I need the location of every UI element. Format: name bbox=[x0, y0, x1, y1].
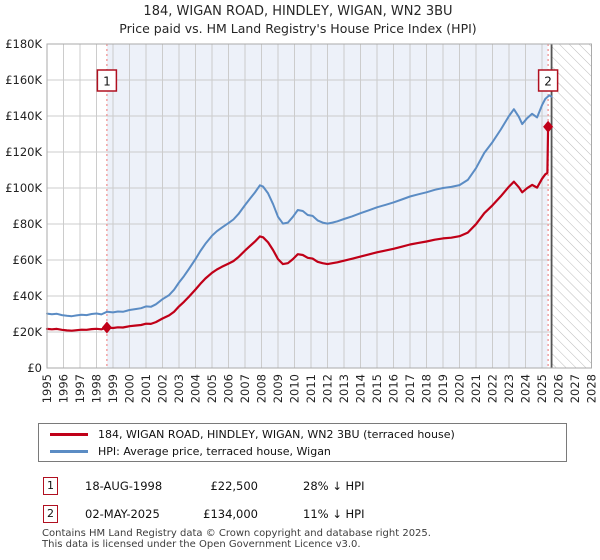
svg-text:2015: 2015 bbox=[370, 374, 384, 403]
svg-text:2016: 2016 bbox=[387, 374, 401, 403]
svg-text:£80K: £80K bbox=[13, 217, 43, 231]
svg-text:2026: 2026 bbox=[552, 374, 566, 403]
svg-text:2004: 2004 bbox=[189, 374, 203, 403]
svg-text:2022: 2022 bbox=[486, 374, 500, 403]
svg-text:£40K: £40K bbox=[13, 289, 43, 303]
price-history-plot: 1 2 £0 £20K £40K £60K £80K £100K £120K £140K £160K… bbox=[5, 37, 599, 403]
property-line-swatch bbox=[50, 433, 88, 436]
svg-text:2011: 2011 bbox=[304, 374, 318, 403]
sale-1-marker-badge: 1 bbox=[43, 477, 58, 495]
svg-text:2008: 2008 bbox=[255, 374, 269, 403]
svg-text:2020: 2020 bbox=[453, 374, 467, 403]
legend-label-property: 184, WIGAN ROAD, HINDLEY, WIGAN, WN2 3BU… bbox=[98, 428, 455, 441]
sale-1-date: 18-AUG-1998 bbox=[85, 479, 163, 493]
svg-text:£60K: £60K bbox=[13, 253, 43, 267]
chart-title: 184, WIGAN ROAD, HINDLEY, WIGAN, WN2 3BU bbox=[143, 4, 453, 19]
sale-2-price: £134,000 bbox=[203, 507, 258, 521]
sale-1-hpi-delta: 28% ↓ HPI bbox=[303, 479, 365, 493]
svg-text:1998: 1998 bbox=[90, 374, 104, 403]
svg-text:£140K: £140K bbox=[5, 109, 42, 123]
svg-text:2002: 2002 bbox=[156, 374, 170, 403]
svg-text:2000: 2000 bbox=[123, 374, 137, 403]
license-line-1: Contains HM Land Registry data © Crown c… bbox=[42, 528, 431, 539]
svg-text:£0: £0 bbox=[27, 361, 42, 375]
svg-text:2027: 2027 bbox=[568, 374, 582, 403]
svg-text:2024: 2024 bbox=[519, 374, 533, 403]
svg-text:£20K: £20K bbox=[13, 325, 43, 339]
svg-text:2003: 2003 bbox=[172, 374, 186, 403]
svg-text:2012: 2012 bbox=[321, 374, 335, 403]
svg-text:2025: 2025 bbox=[535, 374, 549, 403]
license-line-2: This data is licensed under the Open Gov… bbox=[42, 538, 361, 550]
legend-item-property: 184, WIGAN ROAD, HINDLEY, WIGAN, WN2 3BU… bbox=[50, 426, 455, 443]
sale-2-hpi-delta: 11% ↓ HPI bbox=[303, 507, 365, 521]
sale-2-date: 02-MAY-2025 bbox=[85, 507, 160, 521]
svg-text:1999: 1999 bbox=[106, 374, 120, 403]
svg-text:£180K: £180K bbox=[5, 37, 42, 51]
license-footer: Contains HM Land Registry data © Crown c… bbox=[42, 528, 431, 550]
chart-subtitle: Price paid vs. HM Land Registry's House … bbox=[119, 21, 477, 36]
svg-text:2017: 2017 bbox=[403, 374, 417, 403]
legend-label-hpi: HPI: Average price, terraced house, Wiga… bbox=[98, 445, 331, 458]
sale-1-price: £22,500 bbox=[210, 479, 258, 493]
svg-text:2009: 2009 bbox=[271, 374, 285, 403]
svg-text:2014: 2014 bbox=[354, 374, 368, 403]
svg-text:2: 2 bbox=[544, 75, 552, 89]
svg-text:2018: 2018 bbox=[420, 374, 434, 403]
svg-text:2021: 2021 bbox=[469, 374, 483, 403]
svg-text:2006: 2006 bbox=[222, 374, 236, 403]
svg-text:£120K: £120K bbox=[5, 145, 42, 159]
hpi-line-swatch bbox=[50, 450, 88, 453]
svg-text:2013: 2013 bbox=[337, 374, 351, 403]
chart-legend: 184, WIGAN ROAD, HINDLEY, WIGAN, WN2 3BU… bbox=[38, 423, 567, 462]
svg-text:1997: 1997 bbox=[73, 374, 87, 403]
svg-text:2019: 2019 bbox=[436, 374, 450, 403]
svg-text:1: 1 bbox=[103, 75, 111, 89]
svg-text:£100K: £100K bbox=[5, 181, 42, 195]
svg-text:2005: 2005 bbox=[205, 374, 219, 403]
svg-text:2010: 2010 bbox=[288, 374, 302, 403]
svg-text:2023: 2023 bbox=[502, 374, 516, 403]
svg-text:1996: 1996 bbox=[57, 374, 71, 403]
svg-text:£160K: £160K bbox=[5, 73, 42, 87]
svg-text:2007: 2007 bbox=[238, 374, 252, 403]
legend-item-hpi: HPI: Average price, terraced house, Wiga… bbox=[50, 443, 331, 460]
sale-2-marker-badge: 2 bbox=[43, 505, 58, 523]
svg-text:2028: 2028 bbox=[585, 374, 599, 403]
svg-text:1995: 1995 bbox=[40, 374, 54, 403]
svg-text:2001: 2001 bbox=[139, 374, 153, 403]
